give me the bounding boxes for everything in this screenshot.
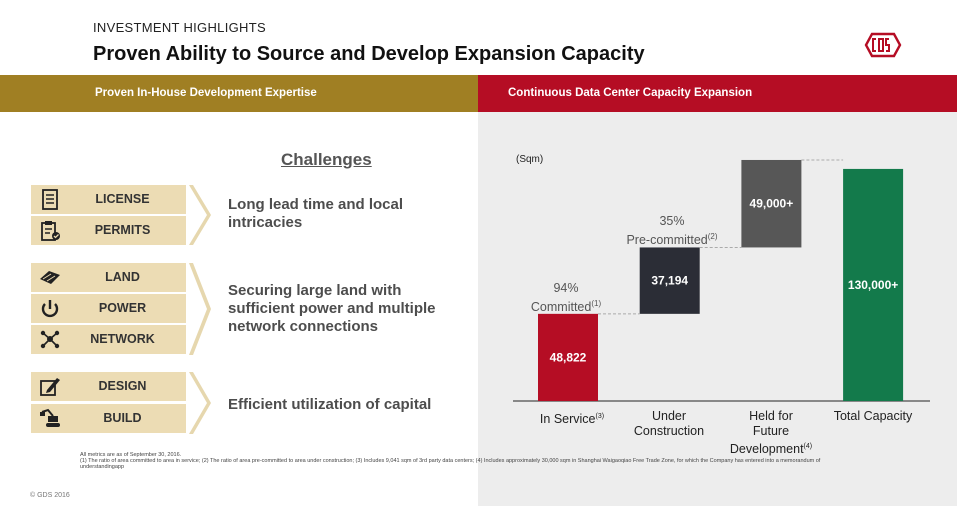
chip-label: LAND [105,270,140,284]
x-label-text: Total Capacity [833,409,913,423]
committed-annotation: 94% Committed(1) [516,280,616,315]
x-label-footnote-ref: (4) [803,443,813,450]
chip-land: LAND [31,263,186,292]
committed-text: Committed [530,300,592,315]
bar-value-label-2: 49,000+ [750,197,794,211]
chip-network: NETWORK [31,325,186,354]
description-line: network connections [228,318,379,335]
power-icon [41,300,59,318]
document-icon [42,189,58,210]
challenges-heading: Challenges [281,150,372,169]
page-title: Proven Ability to Source and Develop Exp… [93,43,645,65]
chip-label: LICENSE [95,192,150,206]
precommitted-annotation: 35% Pre-committed(2) [612,213,732,248]
bar-3 [843,168,904,401]
chip-label: BUILD [103,411,142,425]
copyright: © GDS 2016 [30,492,70,499]
clipboard-check-icon [41,221,60,241]
chevron-arrow-icon [189,263,211,355]
left-section-band: Proven In-House Development Expertise [0,75,478,112]
x-label-in-service: In Service(3) [522,409,622,427]
chip-permits: PERMITS [31,216,186,245]
left-band-label: Proven In-House Development Expertise [95,87,317,99]
challenge-description: Long lead time and local intricacies [228,196,403,232]
x-label-text: In Service [539,412,596,427]
bar-1 [639,247,700,314]
chevron-arrow-icon [189,372,211,434]
chip-label: PERMITS [94,223,151,237]
footnote-line: (1) The ratio of area committed to area … [80,458,821,470]
bar-value-label-1: 37,194 [651,274,688,288]
challenge-description: Efficient utilization of capital [228,396,431,414]
right-band-label: Continuous Data Center Capacity Expansio… [508,87,753,99]
bar-0 [538,313,598,401]
description-line: Long lead time and local [228,196,404,213]
right-section-band: Continuous Data Center Capacity Expansio… [478,75,957,112]
x-label-footnote-ref: (3) [595,413,605,420]
bar-2 [741,159,802,248]
gds-logo-icon [864,32,902,58]
x-label-text: Construction [633,424,705,438]
x-label-text: Future [752,424,790,438]
chip-license: LICENSE [31,185,186,214]
excavator-icon [40,408,60,427]
description-line: Efficient utilization of capital [228,396,432,413]
chevron-arrow-icon [189,185,211,245]
challenge-description: Securing large land with sufficient powe… [228,282,436,336]
committed-pct: 94% [553,281,579,295]
bar-value-label-3: 130,000+ [848,278,898,292]
chip-design: DESIGN [31,372,186,401]
chip-label: POWER [98,301,147,315]
x-label-text: Under [651,409,687,423]
footnotes: All metrics are as of September 30, 2016… [80,452,860,470]
chip-label: DESIGN [98,379,147,393]
footnote-line: All metrics are as of September 30, 2016… [80,452,182,458]
land-parcel-icon [40,271,60,284]
x-label-text: Development [729,442,804,457]
description-line: sufficient power and multiple [228,300,436,317]
precommitted-text: Pre-committed [626,233,708,248]
chip-label: NETWORK [90,332,155,346]
precommitted-footnote-ref: (2) [707,232,718,241]
x-label-total-capacity: Total Capacity [818,409,928,424]
x-label-under-construction: Under Construction [619,409,719,439]
x-label-text: Held for [749,409,793,423]
section-kicker: INVESTMENT HIGHLIGHTS [93,20,266,35]
description-line: Securing large land with [228,282,402,299]
chip-power: POWER [31,294,186,323]
precommitted-pct: 35% [659,214,685,228]
description-line: intricacies [228,214,303,231]
design-pencil-icon [40,378,60,396]
x-label-held-for-future-development: Held for Future Development(4) [716,409,826,457]
bar-value-label-0: 48,822 [550,350,587,364]
committed-footnote-ref: (1) [591,299,602,308]
chip-build: BUILD [31,404,186,433]
chart-unit-label: (Sqm) [516,154,544,165]
network-icon [40,330,60,349]
